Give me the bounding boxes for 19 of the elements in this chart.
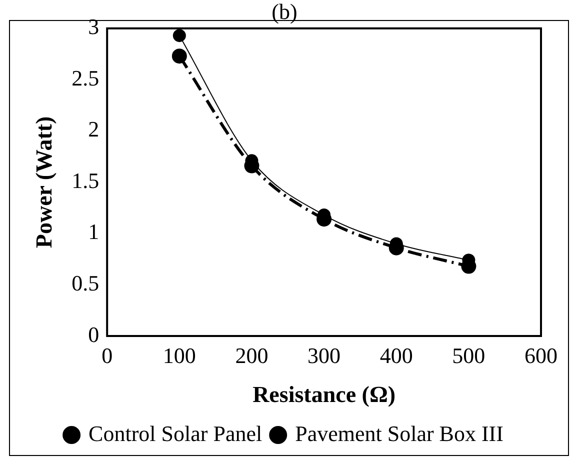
y-tick-label: 1.5 — [72, 168, 100, 193]
point — [172, 48, 187, 64]
legend-label: Pavement Solar Box III — [295, 420, 504, 446]
x-tick-label: 200 — [235, 342, 268, 368]
x-tick-label: 400 — [380, 342, 413, 368]
y-tick-label: 1 — [88, 219, 100, 244]
x-tick-label: 300 — [308, 342, 341, 368]
point — [172, 29, 186, 42]
y-tick-label: 2.5 — [72, 65, 100, 90]
x-tick-label: 500 — [452, 342, 486, 368]
legend-label: Control Solar Panel — [88, 420, 262, 446]
y-tick-label: 2 — [88, 116, 100, 142]
y-axis-title: Power (Watt) — [32, 116, 57, 248]
x-tick-label: 100 — [162, 342, 196, 368]
chart-title: (b) — [272, 0, 298, 24]
x-axis-title: Resistance (Ω) — [252, 382, 396, 408]
y-tick-label: 0 — [88, 322, 100, 347]
y-tick-label: 0.5 — [72, 270, 100, 296]
x-tick-label: 600 — [524, 342, 558, 368]
